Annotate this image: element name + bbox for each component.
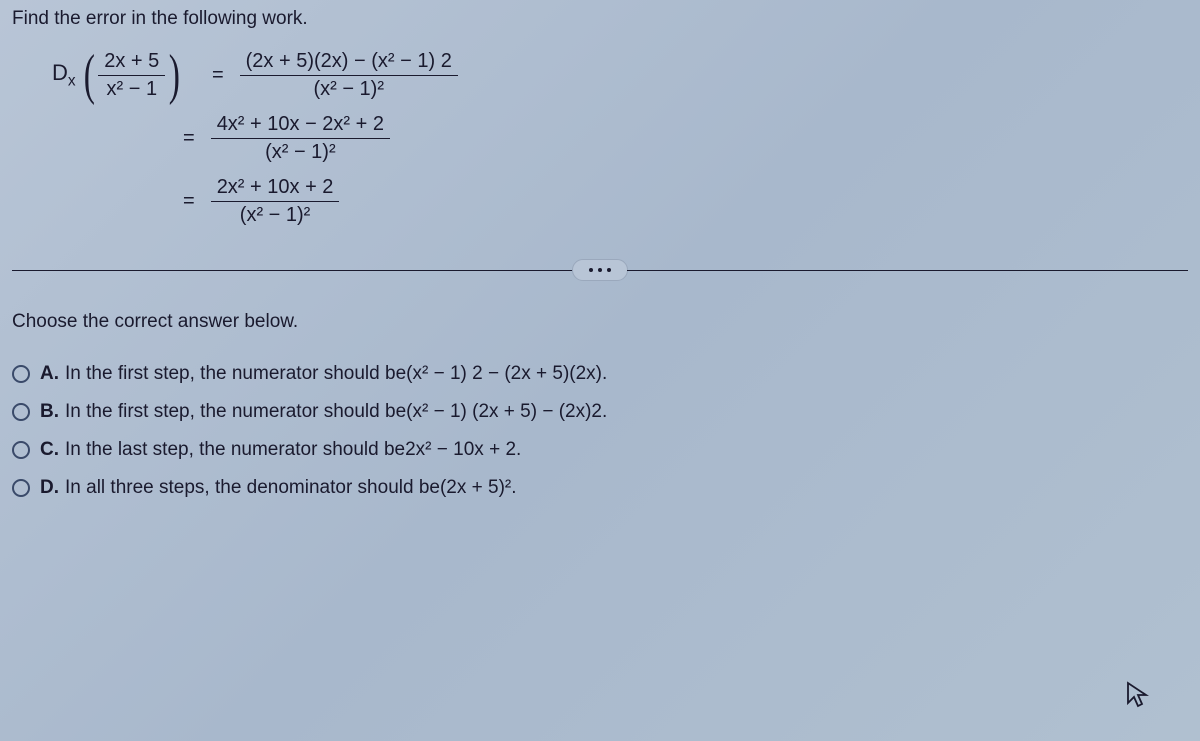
option-b-math: (x² − 1) (2x + 5) − (2x)2. [406,401,607,423]
option-b[interactable]: B. In the first step, the numerator shou… [12,401,1188,423]
step1-fraction: (2x + 5)(2x) − (x² − 1) 2 (x² − 1)² [240,48,458,103]
option-letter: D. [40,477,59,499]
lhs-numerator: 2x + 5 [98,48,165,76]
section-divider [12,259,1188,281]
option-b-pretext: In the first step, the numerator should … [65,401,406,423]
equation-step-2: = 4x² + 10x − 2x² + 2 (x² − 1)² [167,111,1188,166]
worked-solution: Dx ( 2x + 5 x² − 1 ) = (2x + 5)(2x) − (x… [52,48,1188,229]
equals-sign: = [212,64,224,87]
step1-denominator: (x² − 1)² [307,76,390,103]
option-a[interactable]: A. In the first step, the numerator shou… [12,363,1188,385]
step2-numerator: 4x² + 10x − 2x² + 2 [211,111,390,139]
step2-denominator: (x² − 1)² [259,139,342,166]
step3-denominator: (x² − 1)² [234,202,317,229]
choose-prompt: Choose the correct answer below. [12,311,1188,333]
option-c[interactable]: C. In the last step, the numerator shoul… [12,439,1188,461]
option-letter: B. [40,401,59,423]
equation-step-1: Dx ( 2x + 5 x² − 1 ) = (2x + 5)(2x) − (x… [52,48,1188,103]
equals-sign: = [183,127,195,150]
expand-pill[interactable] [572,259,628,281]
option-d-pretext: In all three steps, the denominator shou… [65,477,440,499]
step3-fraction: 2x² + 10x + 2 (x² − 1)² [211,174,340,229]
radio-d[interactable] [12,479,30,497]
option-d[interactable]: D. In all three steps, the denominator s… [12,477,1188,499]
option-d-math: (2x + 5)². [440,477,517,499]
equation-step-3: = 2x² + 10x + 2 (x² − 1)² [167,174,1188,229]
option-c-math: 2x² − 10x + 2. [405,439,521,461]
option-letter: C. [40,439,59,461]
option-c-pretext: In the last step, the numerator should b… [65,439,405,461]
option-a-pretext: In the first step, the numerator should … [65,363,406,385]
lhs-denominator: x² − 1 [100,76,163,103]
operator-d: Dx [52,60,76,90]
question-page: Find the error in the following work. Dx… [0,0,1200,507]
answer-options: A. In the first step, the numerator shou… [12,363,1188,499]
option-a-math: (x² − 1) 2 − (2x + 5)(2x). [406,363,607,385]
step2-fraction: 4x² + 10x − 2x² + 2 (x² − 1)² [211,111,390,166]
step3-numerator: 2x² + 10x + 2 [211,174,340,202]
cursor-icon [1126,681,1150,716]
radio-b[interactable] [12,403,30,421]
step1-numerator: (2x + 5)(2x) − (x² − 1) 2 [240,48,458,76]
equals-sign: = [183,190,195,213]
lhs: Dx ( 2x + 5 x² − 1 ) [52,48,184,103]
option-letter: A. [40,363,59,385]
radio-a[interactable] [12,365,30,383]
radio-c[interactable] [12,441,30,459]
prompt-text: Find the error in the following work. [12,8,1188,30]
